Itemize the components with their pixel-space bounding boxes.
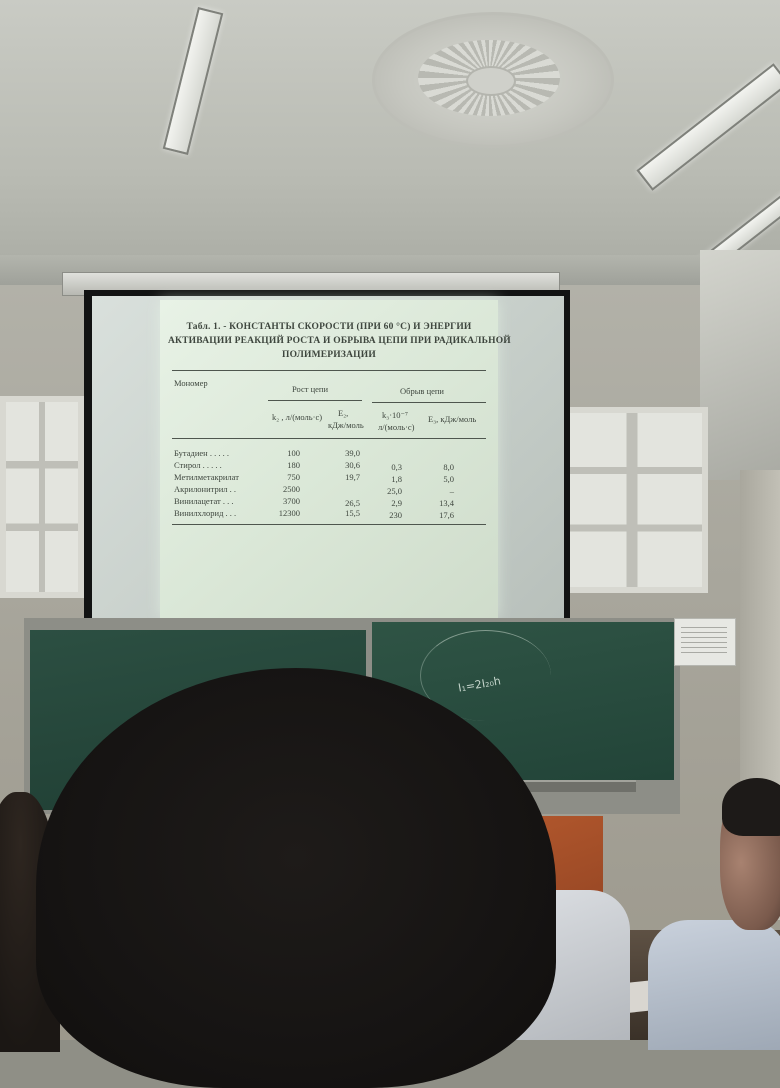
row-e3: – [449,486,454,496]
wall-notice-paper [674,618,736,666]
header-k2: k₂ , л/(моль·с) [272,412,323,422]
row-e2: 15,5 [345,508,360,518]
row-k2: 12300 [278,508,300,518]
table-rule-growth [268,400,362,401]
ceiling-rosette-hub [466,66,516,96]
row-k3: 2,9 [391,498,402,508]
slide-title-line-1: Табл. 1. - КОНСТАНТЫ СКОРОСТИ (ПРИ 60 °С… [186,322,472,332]
header-monomer: Мономер [174,378,208,388]
row-e2: 39,0 [345,448,360,458]
projected-slide: Табл. 1. - КОНСТАНТЫ СКОРОСТИ (ПРИ 60 °С… [160,300,511,618]
table-rule-header [172,438,486,439]
row-k2: 750 [287,472,300,482]
row-k3: 1,8 [391,474,402,484]
row-e3: 13,4 [439,498,454,508]
header-e2: E₂, [338,408,349,418]
header-k3: k₃·10⁻⁷ [382,410,408,420]
header-break: Обрыв цепи [400,386,444,396]
row-e3: 17,6 [439,510,454,520]
row-name: Акрилонитрил . . [174,484,237,494]
row-k2: 100 [287,448,300,458]
slide-title-line-3: ПОЛИМЕРИЗАЦИИ [282,350,376,360]
row-k2: 180 [287,460,300,470]
row-e2: 30,6 [345,460,360,470]
row-e3: 5,0 [443,474,454,484]
row-k3: 25,0 [387,486,402,496]
row-k2: 3700 [283,496,300,506]
slide-title-line-2: АКТИВАЦИИ РЕАКЦИЙ РОСТА И ОБРЫВА ЦЕПИ ПР… [168,336,511,346]
table-rule-bottom [172,524,486,525]
chalk-arc [420,630,551,721]
row-k3: 0,3 [391,462,402,472]
student-right-shirt [648,920,780,1050]
table-rule-break [372,402,486,403]
row-k3: 230 [389,510,402,520]
row-name: Винилхлорид . . . [174,508,237,518]
student-right-hair [722,778,780,836]
row-e2: 26,5 [345,498,360,508]
row-name: Винилацетат . . . [174,496,234,506]
foreground-head-silhouette [36,668,556,1088]
row-e3: 8,0 [443,462,454,472]
window-left [0,396,84,598]
row-k2: 2500 [283,484,300,494]
row-name: Бутадиен . . . . . [174,448,229,458]
header-growth: Рост цепи [292,384,329,394]
header-e3: E₃, кДж/моль [428,414,477,424]
wall-cornice [700,250,780,480]
row-e2: 19,7 [345,472,360,482]
header-e2-unit: кДж/моль [328,420,364,430]
header-k3-unit: л/(моль·с) [378,422,415,432]
window-right [556,407,708,593]
row-name: Стирол . . . . . [174,460,222,470]
row-name: Метилметакрилат [174,472,239,482]
table-rule-top [172,370,486,371]
